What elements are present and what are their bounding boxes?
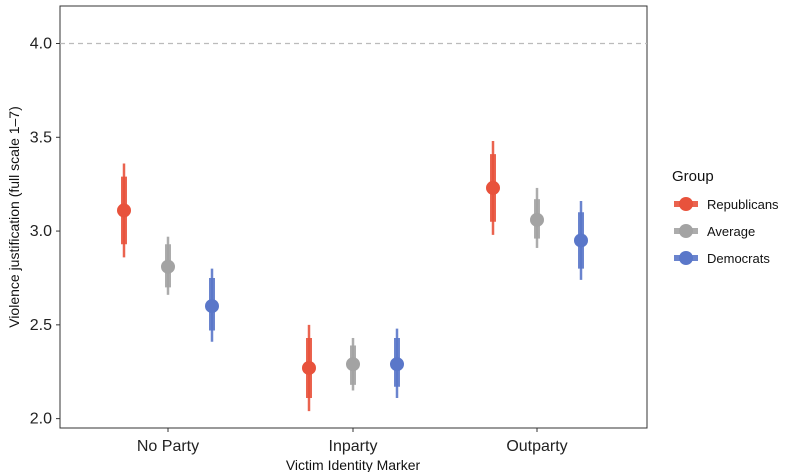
point-estimate <box>346 357 360 372</box>
x-axis-title: Victim Identity Marker <box>286 457 421 472</box>
x-tick-label: Inparty <box>329 438 378 455</box>
point-estimate <box>205 299 219 314</box>
point-estimate <box>302 360 316 375</box>
legend-key-point <box>679 224 693 238</box>
point-range-democrats <box>390 328 404 398</box>
point-estimate <box>486 180 500 195</box>
legend-title: Group <box>672 168 714 185</box>
legend-item-average: Average <box>674 224 755 239</box>
x-axis: No Party Inparty Outparty <box>137 428 568 455</box>
legend-label: Republicans <box>707 197 779 212</box>
point-estimate <box>574 233 588 248</box>
y-tick-label: 2.5 <box>30 317 52 334</box>
point-range-democrats <box>574 201 588 280</box>
point-range-democrats <box>205 268 219 342</box>
point-range-average <box>346 337 360 391</box>
data-marks <box>117 141 588 412</box>
x-tick-label: Outparty <box>506 438 567 455</box>
point-estimate <box>530 212 544 227</box>
y-axis: 2.0 2.5 3.0 3.5 4.0 <box>30 36 60 428</box>
legend-key-point <box>679 197 693 211</box>
y-tick-label: 3.5 <box>30 129 52 146</box>
point-estimate <box>161 259 175 274</box>
point-range-republicans <box>486 141 500 235</box>
point-estimate <box>390 357 404 372</box>
point-range-republicans <box>302 324 316 412</box>
x-tick-label: No Party <box>137 438 199 455</box>
legend-label: Democrats <box>707 251 770 266</box>
point-range-republicans <box>117 163 131 258</box>
y-tick-label: 3.0 <box>30 223 52 240</box>
point-range-average <box>530 187 544 248</box>
legend: Group Republicans Average Democrats <box>672 168 779 266</box>
y-tick-label: 4.0 <box>30 36 52 53</box>
point-estimate <box>117 203 131 218</box>
legend-item-republicans: Republicans <box>674 197 779 212</box>
legend-key-point <box>679 251 693 265</box>
y-axis-title: Violence justification (full scale 1–7) <box>6 106 22 328</box>
y-tick-label: 2.0 <box>30 411 52 428</box>
legend-item-democrats: Democrats <box>674 251 770 266</box>
legend-label: Average <box>707 224 755 239</box>
point-range-average <box>161 236 175 295</box>
